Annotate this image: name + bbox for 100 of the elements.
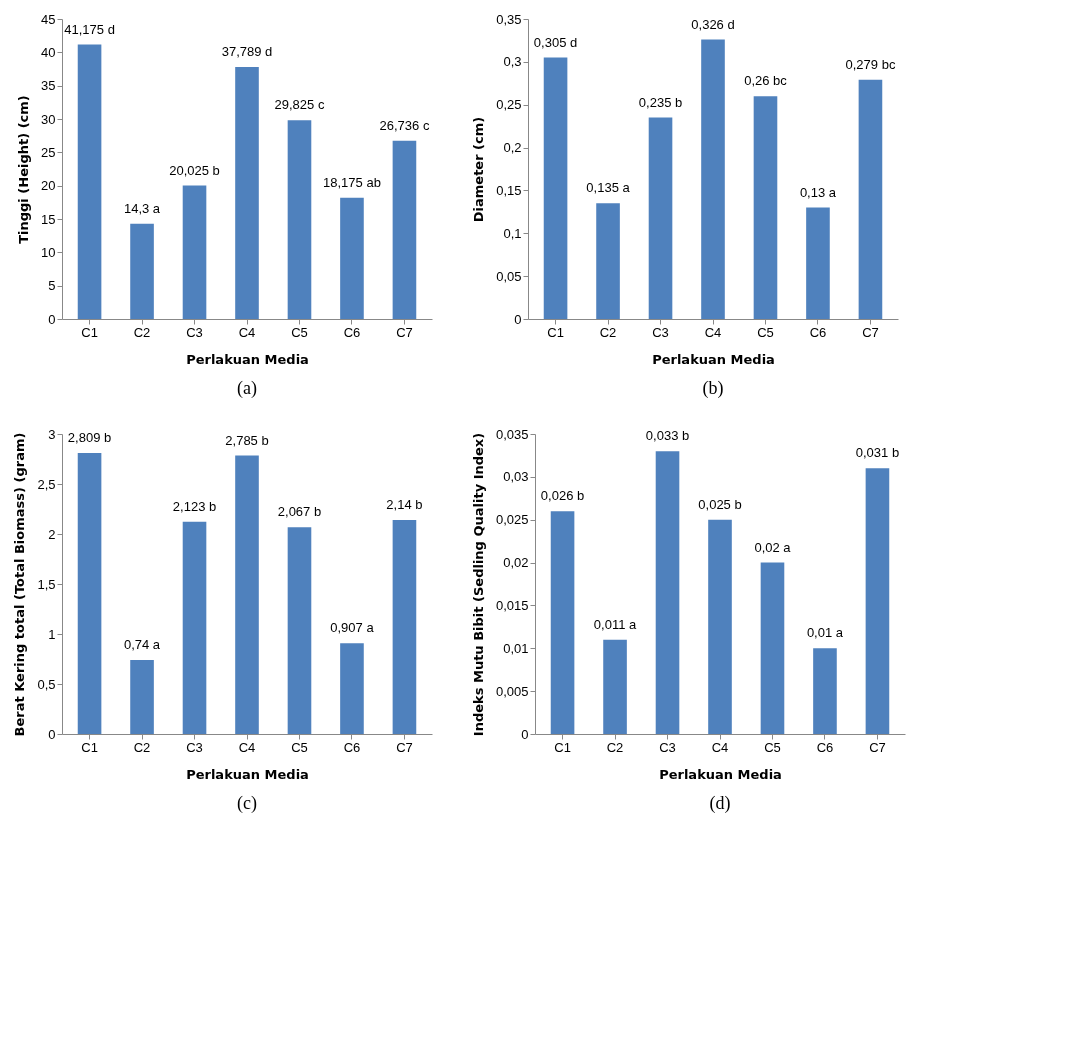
- x-tick-label: C5: [764, 739, 781, 755]
- bar: [753, 96, 778, 319]
- y-tick-label: 0: [521, 726, 529, 742]
- x-tick-label: C1: [81, 324, 98, 340]
- y-tick-label: 45: [41, 11, 56, 27]
- x-axis-title: Perlakuan Media: [652, 351, 775, 367]
- x-tick-label: C5: [291, 324, 308, 340]
- bar: [655, 451, 680, 734]
- x-tick-label: C1: [554, 739, 571, 755]
- x-tick-label: C6: [343, 739, 361, 755]
- y-tick-label: 10: [41, 244, 56, 260]
- y-tick-label: 0,5: [37, 676, 56, 692]
- y-tick-label: 0,1: [503, 225, 522, 241]
- data-label: 0,13 a: [799, 184, 837, 200]
- x-tick-label: C2: [606, 739, 624, 755]
- y-tick-label: 0: [48, 311, 56, 327]
- data-label: 0,01 a: [806, 625, 844, 641]
- data-label: 37,789 d: [221, 44, 273, 60]
- y-tick-label: 0,35: [496, 11, 522, 27]
- x-tick-label: C3: [186, 739, 203, 755]
- y-tick-label: 20: [41, 178, 56, 194]
- data-label: 0,011 a: [593, 616, 637, 632]
- data-label: 0,326 d: [691, 16, 735, 32]
- bar: [182, 521, 207, 734]
- bar: [392, 140, 417, 319]
- x-tick-label: C7: [396, 739, 413, 755]
- bar: [77, 453, 102, 734]
- x-tick-label: C5: [291, 739, 308, 755]
- bar: [708, 519, 732, 734]
- y-tick-label: 25: [41, 144, 56, 160]
- data-label: 2,785 b: [225, 432, 269, 448]
- bar: [648, 117, 673, 319]
- x-tick-label: C1: [547, 324, 564, 340]
- bar: [550, 511, 575, 734]
- x-tick-label: C4: [704, 324, 722, 340]
- x-tick-label: C2: [133, 324, 151, 340]
- data-label: 18,175 ab: [323, 174, 381, 190]
- bar: [858, 79, 883, 319]
- data-label: 2,067 b: [277, 504, 322, 520]
- y-tick-label: 0,2: [503, 140, 522, 156]
- y-tick-label: 0: [48, 726, 56, 742]
- bar: [813, 648, 837, 734]
- bar: [340, 643, 364, 734]
- y-tick-label: 0,25: [496, 97, 522, 113]
- x-tick-label: C4: [711, 739, 729, 755]
- y-tick-label: 0,005: [495, 683, 529, 699]
- data-label: 14,3 a: [123, 200, 161, 216]
- data-label: 0,279 bc: [845, 56, 896, 72]
- data-label: 0,26 bc: [744, 73, 788, 89]
- bar: [340, 197, 364, 319]
- bar: [806, 207, 830, 319]
- y-tick-label: 0,015: [495, 597, 529, 613]
- x-tick-label: C3: [659, 739, 676, 755]
- bar: [182, 185, 207, 319]
- data-label: 0,031 b: [855, 445, 900, 461]
- y-tick-label: 0,02: [503, 555, 529, 571]
- data-label: 0,02 a: [754, 539, 792, 555]
- y-tick-label: 1: [48, 626, 56, 642]
- x-tick-label: C2: [599, 324, 617, 340]
- data-label: 0,025 b: [698, 496, 742, 512]
- y-tick-label: 40: [41, 44, 56, 60]
- bar: [760, 562, 785, 734]
- x-tick-label: C7: [869, 739, 886, 755]
- bar: [235, 67, 259, 319]
- x-tick-label: C1: [81, 739, 98, 755]
- data-label: 2,14 b: [386, 497, 423, 512]
- y-tick-label: 2: [48, 526, 56, 542]
- bar: [130, 223, 154, 319]
- bar: [287, 120, 312, 319]
- y-tick-label: 0,05: [496, 268, 522, 284]
- text: (a): [237, 378, 257, 399]
- x-tick-label: C7: [862, 324, 879, 340]
- bar: [603, 639, 627, 734]
- x-axis-title: Perlakuan Media: [186, 766, 309, 782]
- bar: [543, 57, 568, 319]
- y-tick-label: 0,3: [503, 54, 522, 70]
- y-axis-title: Indeks Mutu Bibit (Sedling Quality Index): [470, 432, 486, 737]
- data-label: 0,907 a: [330, 620, 375, 636]
- y-axis-title: Berat Kering total (Total Biomass) (gram): [12, 432, 28, 737]
- data-label: 0,235 b: [638, 94, 683, 110]
- y-tick-label: 30: [41, 111, 56, 127]
- y-tick-label: 0: [514, 311, 522, 327]
- data-label: 0,305 d: [533, 34, 578, 50]
- x-axis-title: Perlakuan Media: [186, 351, 309, 367]
- y-tick-label: 15: [41, 211, 56, 227]
- data-label: 0,74 a: [123, 637, 161, 652]
- data-label: 41,175 d: [64, 21, 115, 37]
- bar: [701, 39, 725, 319]
- y-tick-label: 2,5: [37, 476, 56, 492]
- y-tick-label: 0,035: [495, 426, 529, 442]
- x-tick-label: C7: [396, 324, 413, 340]
- data-label: 29,825 c: [274, 97, 325, 113]
- bar: [596, 203, 620, 319]
- x-tick-label: C4: [238, 739, 256, 755]
- x-tick-label: C6: [816, 739, 834, 755]
- x-tick-label: C6: [809, 324, 827, 340]
- bar: [865, 468, 890, 734]
- text: (d): [709, 793, 731, 814]
- data-label: 20,025 b: [169, 162, 220, 178]
- data-label: 2,809 b: [67, 430, 112, 446]
